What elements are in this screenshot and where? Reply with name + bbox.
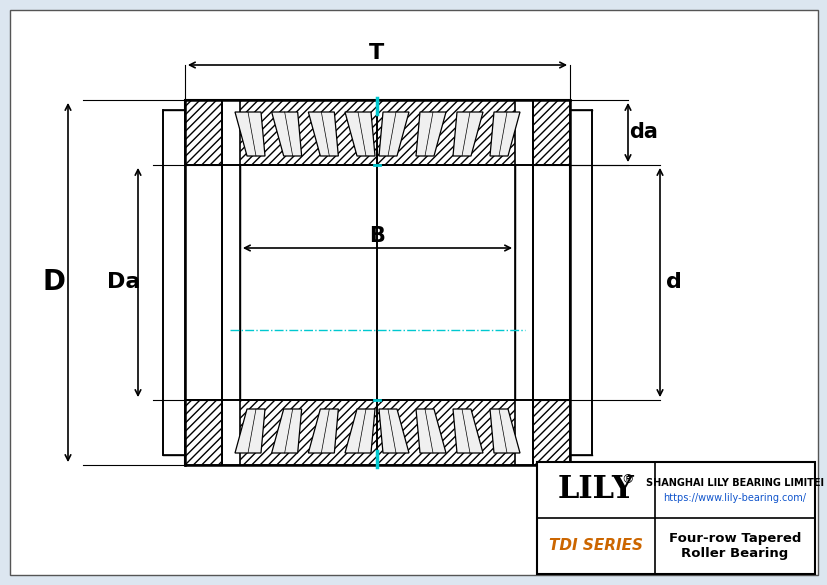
- Text: D: D: [42, 269, 65, 297]
- Polygon shape: [345, 112, 375, 156]
- Text: Four-row Tapered
Roller Bearing: Four-row Tapered Roller Bearing: [668, 532, 801, 560]
- Polygon shape: [452, 409, 482, 453]
- Text: https://www.lily-bearing.com/: https://www.lily-bearing.com/: [662, 493, 805, 503]
- Text: SHANGHAI LILY BEARING LIMITEI: SHANGHAI LILY BEARING LIMITEI: [645, 478, 823, 488]
- Polygon shape: [379, 112, 409, 156]
- Bar: [184, 100, 569, 165]
- Polygon shape: [271, 409, 301, 453]
- Bar: [537, 462, 814, 574]
- Polygon shape: [490, 112, 519, 156]
- Polygon shape: [415, 112, 446, 156]
- Text: LILY: LILY: [557, 474, 633, 505]
- Bar: [222, 100, 240, 465]
- Bar: [163, 110, 184, 455]
- Text: TDI SERIES: TDI SERIES: [548, 539, 643, 553]
- Polygon shape: [490, 409, 519, 453]
- Text: da: da: [629, 122, 657, 143]
- Polygon shape: [308, 409, 338, 453]
- Bar: [184, 100, 569, 465]
- Polygon shape: [415, 409, 446, 453]
- Text: Da: Da: [108, 273, 141, 292]
- Polygon shape: [235, 409, 265, 453]
- Bar: [514, 100, 533, 465]
- Polygon shape: [235, 112, 265, 156]
- Text: ®: ®: [621, 473, 633, 487]
- Polygon shape: [379, 409, 409, 453]
- Polygon shape: [345, 409, 375, 453]
- Polygon shape: [308, 112, 338, 156]
- Bar: [569, 110, 591, 455]
- Polygon shape: [271, 112, 301, 156]
- Bar: [184, 400, 569, 465]
- Text: T: T: [369, 43, 385, 63]
- Text: B: B: [369, 226, 385, 246]
- Polygon shape: [452, 112, 482, 156]
- Text: d: d: [665, 273, 681, 292]
